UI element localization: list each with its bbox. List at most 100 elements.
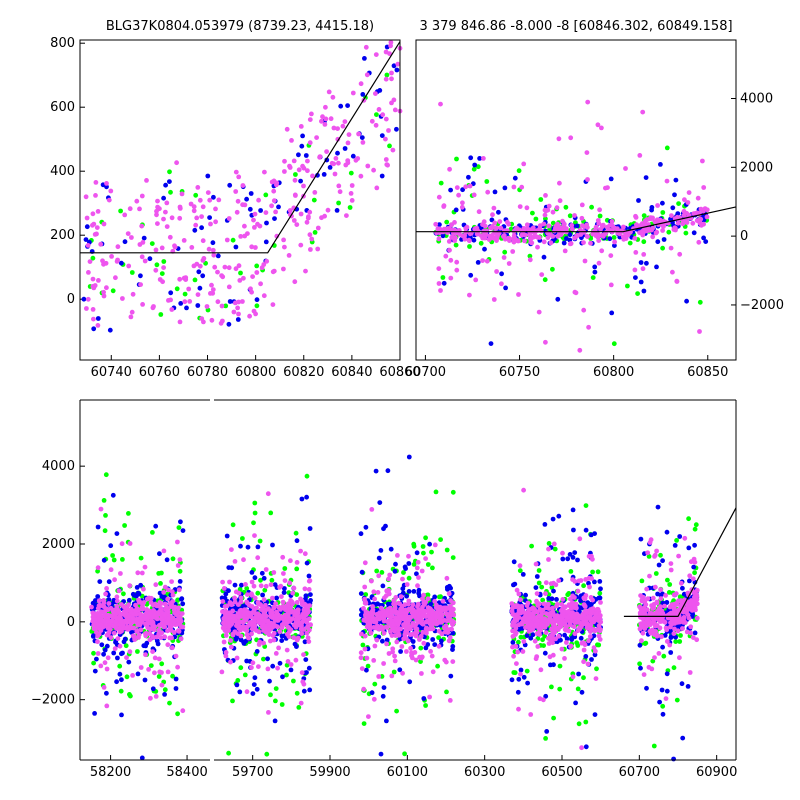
pink-data-point bbox=[634, 223, 640, 229]
pink-data-point bbox=[236, 626, 242, 631]
pink-data-point bbox=[125, 231, 131, 237]
pink-data-point bbox=[142, 564, 148, 570]
x-tick-label: 59700 bbox=[232, 765, 273, 780]
green-data-point bbox=[264, 751, 270, 757]
pink-data-point bbox=[176, 629, 182, 634]
pink-data-point bbox=[151, 602, 156, 608]
pink-data-point bbox=[480, 235, 486, 241]
pink-data-point bbox=[383, 157, 389, 162]
pink-data-point bbox=[392, 628, 397, 634]
green-data-point bbox=[91, 660, 96, 666]
pink-data-point bbox=[307, 117, 313, 122]
pink-data-point bbox=[115, 636, 121, 641]
blue-data-point bbox=[249, 570, 255, 575]
green-data-point bbox=[658, 552, 663, 558]
pink-data-point bbox=[93, 193, 98, 198]
pink-data-point bbox=[579, 215, 585, 221]
pink-data-point bbox=[109, 254, 114, 259]
pink-data-point bbox=[386, 128, 391, 133]
pink-data-point bbox=[134, 198, 140, 204]
top-right-title: 3 379 846.86 -8.000 -8 [60846.302, 60849… bbox=[419, 19, 732, 34]
x-tick-label: 60820 bbox=[283, 365, 324, 380]
pink-data-point bbox=[173, 653, 179, 659]
blue-data-point bbox=[364, 667, 369, 673]
pink-data-point bbox=[161, 216, 166, 222]
pink-data-point bbox=[380, 112, 386, 118]
blue-data-point bbox=[280, 674, 285, 680]
green-data-point bbox=[502, 249, 508, 255]
blue-data-point bbox=[141, 235, 147, 241]
pink-data-point bbox=[251, 217, 256, 223]
pink-data-point bbox=[161, 548, 167, 554]
pink-data-point bbox=[108, 635, 114, 640]
pink-data-point bbox=[98, 506, 104, 512]
blue-data-point bbox=[511, 559, 517, 565]
x-tick-label: 59900 bbox=[309, 765, 350, 780]
blue-data-point bbox=[643, 175, 649, 181]
bottom-panel: 58200 58400 59700 59900 60100 60300 60500 60700… bbox=[31, 399, 737, 780]
pink-data-point bbox=[432, 542, 438, 548]
pink-data-point bbox=[522, 238, 527, 244]
pink-data-point bbox=[222, 604, 228, 609]
pink-data-point bbox=[545, 621, 550, 627]
blue-data-point bbox=[247, 206, 253, 212]
pink-data-point bbox=[690, 220, 696, 226]
pink-data-point bbox=[229, 602, 235, 608]
pink-data-point bbox=[570, 577, 575, 582]
pink-data-point bbox=[373, 91, 378, 96]
blue-data-point bbox=[272, 582, 278, 587]
pink-data-point bbox=[369, 578, 374, 584]
pink-data-point bbox=[213, 206, 218, 212]
blue-data-point bbox=[502, 185, 508, 191]
pink-data-point bbox=[447, 635, 453, 640]
pink-data-point bbox=[156, 627, 162, 633]
blue-data-point bbox=[359, 135, 365, 141]
pink-data-point bbox=[582, 258, 588, 264]
pink-data-point bbox=[215, 299, 221, 305]
pink-data-point bbox=[301, 627, 307, 632]
pink-data-point bbox=[293, 193, 298, 198]
pink-data-point bbox=[582, 596, 588, 601]
blue-data-point bbox=[238, 543, 243, 549]
pink-data-point bbox=[383, 136, 388, 142]
pink-data-point bbox=[533, 622, 538, 628]
green-data-point bbox=[257, 538, 263, 544]
pink-data-point bbox=[108, 605, 114, 611]
green-data-point bbox=[122, 523, 127, 528]
green-data-point bbox=[129, 270, 135, 275]
pink-data-point bbox=[242, 223, 247, 229]
pink-data-point bbox=[101, 289, 106, 295]
pink-data-point bbox=[251, 583, 257, 589]
green-data-point bbox=[336, 200, 341, 206]
pink-data-point bbox=[114, 598, 120, 604]
blue-data-point bbox=[178, 301, 184, 306]
green-data-point bbox=[450, 489, 456, 495]
pink-data-point bbox=[564, 640, 569, 645]
pink-data-point bbox=[447, 166, 452, 172]
pink-data-point bbox=[155, 221, 160, 227]
pink-data-point bbox=[433, 605, 439, 610]
pink-data-point bbox=[175, 664, 181, 670]
pink-data-point bbox=[232, 300, 238, 306]
pink-data-point bbox=[655, 203, 660, 208]
pink-data-point bbox=[403, 629, 408, 635]
blue-data-point bbox=[496, 209, 501, 215]
pink-data-point bbox=[575, 588, 581, 594]
blue-data-point bbox=[178, 519, 183, 525]
pink-data-point bbox=[331, 125, 337, 131]
pink-data-point bbox=[336, 183, 342, 189]
blue-data-point bbox=[670, 205, 676, 211]
blue-data-point bbox=[115, 655, 120, 661]
x-tick-label: 60750 bbox=[499, 365, 540, 380]
pink-data-point bbox=[158, 635, 164, 641]
blue-data-point bbox=[251, 682, 257, 687]
pink-data-point bbox=[253, 245, 258, 250]
blue-data-point bbox=[234, 682, 240, 688]
pink-data-point bbox=[536, 309, 542, 315]
pink-data-point bbox=[212, 264, 218, 270]
green-data-point bbox=[550, 220, 556, 226]
pink-data-point bbox=[577, 536, 583, 542]
green-data-point bbox=[475, 164, 481, 170]
pink-data-point bbox=[221, 620, 226, 626]
pink-data-point bbox=[281, 605, 287, 611]
